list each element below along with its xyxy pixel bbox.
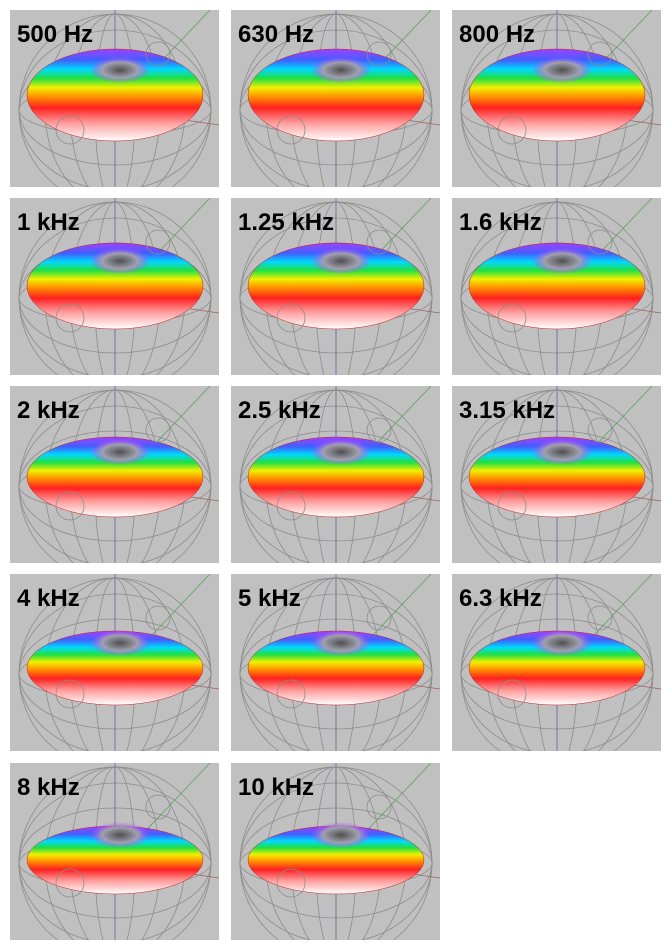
balloon-core: [532, 630, 592, 656]
sphere-marker: [497, 303, 527, 333]
balloon-core: [90, 57, 150, 83]
frequency-label: 8 kHz: [17, 774, 80, 801]
sphere-marker: [276, 679, 306, 709]
frequency-label: 4 kHz: [17, 585, 80, 612]
sphere-marker: [55, 491, 85, 521]
sphere-marker: [145, 794, 171, 820]
balloon-panel: 800 Hz: [452, 10, 661, 187]
frequency-label: 500 Hz: [17, 21, 93, 48]
balloon: [26, 242, 204, 330]
balloon-panel: 1.6 kHz: [452, 198, 661, 375]
frequency-label: 2 kHz: [17, 397, 80, 424]
sphere-marker: [366, 417, 392, 443]
sphere-marker: [497, 491, 527, 521]
sphere-marker: [587, 41, 613, 67]
balloon: [468, 436, 646, 518]
balloon: [468, 48, 646, 142]
frequency-label: 800 Hz: [459, 21, 535, 48]
sphere-marker: [145, 41, 171, 67]
balloon-panel: 3.15 kHz: [452, 386, 661, 563]
balloon-core: [90, 822, 150, 848]
balloon-core: [90, 439, 150, 465]
sphere-marker: [55, 868, 85, 898]
balloon-panel: 1.25 kHz: [231, 198, 440, 375]
sphere-marker: [55, 303, 85, 333]
balloon-core: [311, 822, 371, 848]
balloon: [247, 436, 425, 518]
frequency-label: 10 kHz: [238, 774, 314, 801]
frequency-label: 6.3 kHz: [459, 585, 542, 612]
sphere-marker: [587, 605, 613, 631]
balloon-core: [532, 57, 592, 83]
frequency-label: 630 Hz: [238, 21, 314, 48]
balloon-core: [311, 630, 371, 656]
frequency-label: 3.15 kHz: [459, 397, 555, 424]
balloon-core: [311, 248, 371, 274]
balloon-panel: 10 kHz: [231, 763, 440, 940]
balloon-panel: 6.3 kHz: [452, 574, 661, 751]
balloon-panel: 5 kHz: [231, 574, 440, 751]
sphere-marker: [145, 605, 171, 631]
balloon: [247, 242, 425, 330]
sphere-marker: [145, 229, 171, 255]
sphere-marker: [55, 679, 85, 709]
balloon-core: [311, 57, 371, 83]
balloon-panel: 630 Hz: [231, 10, 440, 187]
sphere-marker: [276, 868, 306, 898]
sphere-marker: [497, 679, 527, 709]
sphere-marker: [276, 115, 306, 145]
balloon: [26, 48, 204, 142]
sphere-marker: [276, 303, 306, 333]
frequency-label: 2.5 kHz: [238, 397, 321, 424]
sphere-marker: [366, 794, 392, 820]
balloon-core: [90, 248, 150, 274]
sphere-marker: [366, 41, 392, 67]
balloon: [26, 436, 204, 518]
balloon-panel: 500 Hz: [10, 10, 219, 187]
balloon-panel: 2 kHz: [10, 386, 219, 563]
balloon-core: [532, 439, 592, 465]
balloon-panel: 2.5 kHz: [231, 386, 440, 563]
sphere-marker: [145, 417, 171, 443]
balloon-panel: 4 kHz: [10, 574, 219, 751]
frequency-label: 1 kHz: [17, 209, 80, 236]
frequency-label: 1.25 kHz: [238, 209, 334, 236]
sphere-marker: [55, 115, 85, 145]
balloon-panel: 8 kHz: [10, 763, 219, 940]
balloon-core: [311, 439, 371, 465]
sphere-marker: [587, 417, 613, 443]
balloon-panel: 1 kHz: [10, 198, 219, 375]
sphere-marker: [587, 229, 613, 255]
sphere-marker: [366, 605, 392, 631]
sphere-marker: [276, 491, 306, 521]
sphere-marker: [497, 115, 527, 145]
frequency-label: 5 kHz: [238, 585, 301, 612]
balloon-core: [532, 248, 592, 274]
balloon: [468, 242, 646, 330]
balloon-core: [90, 630, 150, 656]
balloon: [247, 48, 425, 142]
sphere-marker: [366, 229, 392, 255]
frequency-label: 1.6 kHz: [459, 209, 542, 236]
